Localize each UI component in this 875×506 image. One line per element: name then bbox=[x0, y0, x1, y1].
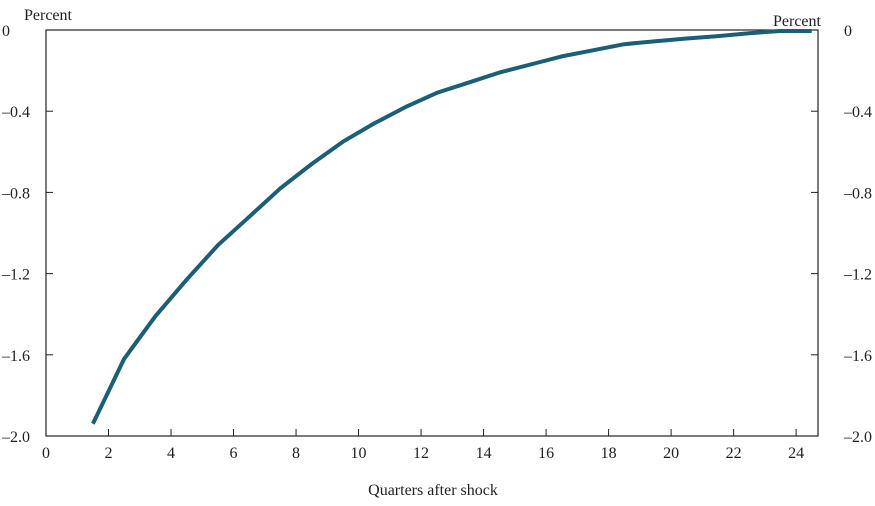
x-tick-label: 22 bbox=[726, 445, 742, 462]
x-tick-label: 24 bbox=[788, 445, 804, 462]
y-tick-label-left: –2.0 bbox=[1, 429, 30, 446]
series-line bbox=[91, 29, 812, 425]
plot-frame bbox=[45, 29, 819, 437]
y-axis-title-right: Percent bbox=[773, 13, 822, 30]
y-tick-label-right: 0 bbox=[844, 23, 852, 40]
axes bbox=[45, 29, 819, 437]
x-tick-label: 16 bbox=[538, 445, 554, 462]
x-tick-label: 0 bbox=[42, 445, 50, 462]
y-tick-label-right: –2.0 bbox=[843, 429, 872, 446]
x-tick-label: 18 bbox=[601, 445, 617, 462]
x-tick-label: 6 bbox=[230, 445, 238, 462]
x-tick-label: 2 bbox=[105, 445, 113, 462]
y-tick-label-right: –1.2 bbox=[843, 267, 872, 284]
x-tick-label: 12 bbox=[413, 445, 429, 462]
y-tick-label-left: –0.4 bbox=[1, 104, 30, 121]
ticks: 0 2 4 6 8 10 12 14 16 18 20 22 240 0–0.4 –0.4–0.8 –0.8–… bbox=[1, 23, 872, 462]
x-tick-label: 14 bbox=[476, 445, 492, 462]
y-tick-label-left: –0.8 bbox=[1, 185, 30, 202]
labels: Percent Percent Quarters after shock bbox=[24, 7, 822, 499]
y-tick-label-right: –0.4 bbox=[843, 104, 872, 121]
y-tick-label-left: 0 bbox=[2, 23, 10, 40]
x-axis-title: Quarters after shock bbox=[368, 482, 498, 499]
y-tick-label-right: –1.6 bbox=[843, 348, 872, 365]
y-tick-label-right: –0.8 bbox=[843, 185, 872, 202]
x-tick-label: 10 bbox=[351, 445, 367, 462]
y-tick-label-left: –1.2 bbox=[1, 267, 30, 284]
x-tick-label: 20 bbox=[663, 445, 679, 462]
y-tick-label-left: –1.6 bbox=[1, 348, 30, 365]
x-tick-label: 8 bbox=[292, 445, 300, 462]
series bbox=[91, 29, 812, 425]
x-tick-label: 4 bbox=[167, 445, 175, 462]
y-axis-title-left: Percent bbox=[24, 7, 73, 24]
